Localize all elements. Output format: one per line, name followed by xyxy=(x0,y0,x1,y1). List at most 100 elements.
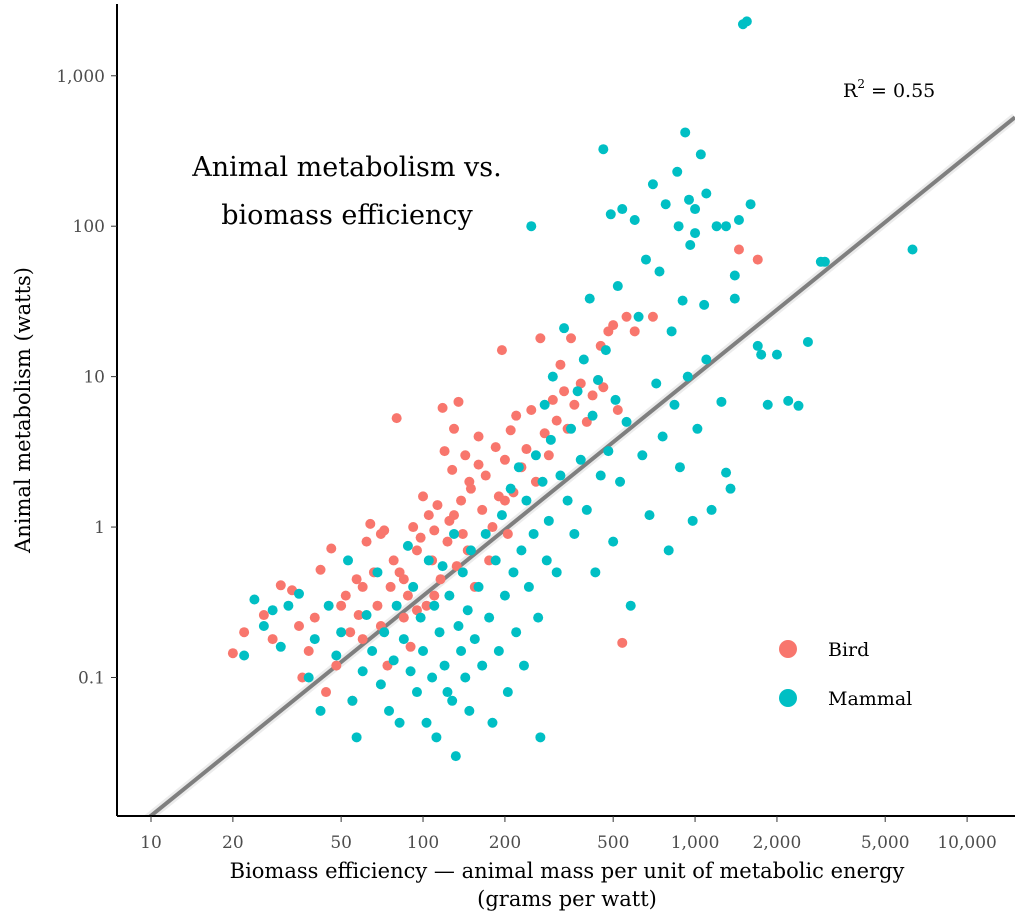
bird-point-52 xyxy=(453,396,464,407)
mammal-point-118 xyxy=(660,199,671,210)
mammal-point-22 xyxy=(384,705,395,716)
y-tick-group: 0.1 1 10 100 1,000 xyxy=(56,67,117,688)
mammal-point-143 xyxy=(745,199,756,210)
mammal-point-81 xyxy=(545,434,556,445)
mammal-point-123 xyxy=(674,462,685,473)
bird-point-85 xyxy=(566,333,577,344)
bird-point-86 xyxy=(569,399,580,410)
mammal-point-43 xyxy=(447,695,458,706)
mammal-point-145 xyxy=(756,349,767,360)
mammal-point-18 xyxy=(367,645,378,656)
mammal-point-7 xyxy=(303,672,314,683)
mammal-point-34 xyxy=(423,555,434,566)
mammal-point-23 xyxy=(388,655,399,666)
mammal-point-140 xyxy=(733,214,744,225)
mammal-point-24 xyxy=(391,600,402,611)
legend-bird-swatch xyxy=(779,640,797,658)
r-squared-r: R xyxy=(843,80,858,102)
bird-point-34 xyxy=(405,641,416,652)
mammal-point-63 xyxy=(502,687,513,698)
bird-point-92 xyxy=(598,382,609,393)
bird-point-97 xyxy=(621,311,632,322)
mammal-point-12 xyxy=(336,627,347,638)
mammal-point-44 xyxy=(449,528,460,539)
bird-point-46 xyxy=(439,446,450,457)
bird-point-62 xyxy=(480,470,491,481)
mammal-point-46 xyxy=(453,620,464,631)
mammal-point-80 xyxy=(543,515,554,526)
mammal-point-159 xyxy=(673,221,684,232)
x-tick-label-7: 2,000 xyxy=(753,833,802,853)
bird-point-8 xyxy=(303,645,314,656)
bird-point-53 xyxy=(456,495,467,506)
mammal-point-9 xyxy=(315,705,326,716)
bird-point-67 xyxy=(496,345,507,356)
bird-point-2 xyxy=(258,610,269,621)
mammal-point-29 xyxy=(408,581,419,592)
bird-point-28 xyxy=(385,581,396,592)
mammal-point-71 xyxy=(523,581,534,592)
bird-point-3 xyxy=(267,634,278,645)
bird-point-11 xyxy=(321,687,332,698)
mammal-point-95 xyxy=(590,567,601,578)
bird-point-101 xyxy=(752,254,763,265)
bird-point-13 xyxy=(331,660,342,671)
chart-title-line-1: Animal metabolism vs. xyxy=(191,152,502,183)
y-axis-title: Animal metabolism (watts) xyxy=(11,267,35,554)
mammal-point-88 xyxy=(569,528,580,539)
mammal-point-28 xyxy=(405,666,416,677)
mammal-point-64 xyxy=(505,483,516,494)
mammal-point-147 xyxy=(771,349,782,360)
mammal-point-106 xyxy=(617,204,628,215)
mammal-point-72 xyxy=(526,221,537,232)
mammal-point-90 xyxy=(575,454,586,465)
mammal-point-79 xyxy=(541,555,552,566)
bird-point-4 xyxy=(275,580,286,591)
bird-point-78 xyxy=(539,428,550,439)
mammal-point-121 xyxy=(669,399,680,410)
mammal-point-54 xyxy=(473,581,484,592)
bird-point-69 xyxy=(502,528,513,539)
mammal-point-110 xyxy=(633,311,644,322)
mammal-point-117 xyxy=(657,431,668,442)
bird-point-50 xyxy=(449,423,460,434)
x-tick-label-5: 500 xyxy=(597,833,629,853)
mammal-point-69 xyxy=(518,660,529,671)
mammal-point-120 xyxy=(666,326,677,337)
y-tick-label-1: 1 xyxy=(94,518,105,538)
x-tick-label-9: 10,000 xyxy=(937,833,996,853)
bird-point-79 xyxy=(543,450,554,461)
bird-point-103 xyxy=(375,528,386,539)
mammal-point-68 xyxy=(516,545,527,556)
y-tick-label-3: 100 xyxy=(73,217,105,237)
mammal-point-124 xyxy=(677,295,688,306)
mammal-point-66 xyxy=(511,627,522,638)
x-tick-label-2: 50 xyxy=(330,833,352,853)
x-tick-label-0: 10 xyxy=(140,833,162,853)
bird-point-29 xyxy=(388,555,399,566)
mammal-point-130 xyxy=(692,423,703,434)
bird-point-19 xyxy=(353,610,364,621)
mammal-point-135 xyxy=(711,221,722,232)
mammal-point-67 xyxy=(513,462,524,473)
bird-point-0 xyxy=(227,648,238,659)
bird-point-95 xyxy=(612,405,623,415)
x-tick-label-3: 100 xyxy=(407,833,439,853)
bird-point-1 xyxy=(239,627,250,638)
mammal-point-39 xyxy=(437,561,448,572)
mammal-point-36 xyxy=(429,600,440,611)
mammal-point-154 xyxy=(729,270,740,281)
bird-point-98 xyxy=(629,326,640,337)
x-tick-label-6: 1,000 xyxy=(671,833,720,853)
mammal-point-104 xyxy=(612,281,623,292)
bird-point-47 xyxy=(442,536,453,547)
mammal-point-37 xyxy=(431,732,442,743)
mammal-point-77 xyxy=(537,476,548,487)
chart-title-line-2: biomass efficiency xyxy=(221,200,473,231)
mammal-point-52 xyxy=(465,545,476,556)
mammal-point-50 xyxy=(462,605,473,616)
x-tick-group: 10 20 50 100 200 500 1,000 2,000 5,000 10,000 xyxy=(140,816,997,853)
mammal-point-10 xyxy=(323,600,334,611)
mammal-point-41 xyxy=(442,687,453,698)
bird-point-9 xyxy=(309,612,320,623)
